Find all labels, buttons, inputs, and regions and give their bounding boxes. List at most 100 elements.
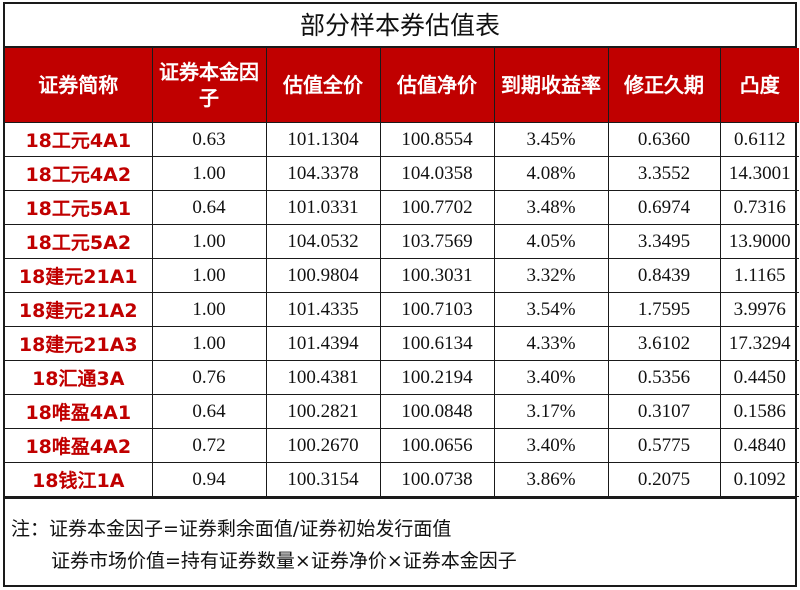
cell-name: 18工元5A1 xyxy=(5,190,153,225)
cell-factor: 1.00 xyxy=(151,156,267,191)
cell-net-price: 100.0738 xyxy=(379,462,495,497)
col-header-duration: 修正久期 xyxy=(607,48,721,123)
cell-ytm: 3.17% xyxy=(493,394,609,429)
valuation-table: 证券简称 证券本金因子 估值全价 估值净价 到期收益率 修正久期 凸度 18工元… xyxy=(5,48,799,497)
cell-factor: 1.00 xyxy=(151,224,267,259)
col-header-net-price: 估值净价 xyxy=(379,48,495,123)
cell-net-price: 100.8554 xyxy=(379,122,495,157)
cell-factor: 0.63 xyxy=(151,122,267,157)
cell-factor: 1.00 xyxy=(151,326,267,361)
col-header-ytm: 到期收益率 xyxy=(493,48,609,123)
cell-duration: 0.3107 xyxy=(607,394,721,429)
note-line-factor: 注：证券本金因子=证券剩余面值/证券初始发行面值 xyxy=(11,518,452,540)
cell-name: 18钱江1A xyxy=(5,462,153,497)
cell-convexity: 0.6112 xyxy=(719,122,799,157)
cell-name: 18唯盈4A2 xyxy=(5,428,153,463)
cell-net-price: 104.0358 xyxy=(379,156,495,191)
cell-ytm: 3.54% xyxy=(493,292,609,327)
cell-full-price: 104.3378 xyxy=(265,156,381,191)
cell-net-price: 100.0848 xyxy=(379,394,495,429)
cell-duration: 0.8439 xyxy=(607,258,721,293)
cell-convexity: 14.3001 xyxy=(719,156,799,191)
cell-full-price: 100.9804 xyxy=(265,258,381,293)
cell-net-price: 100.6134 xyxy=(379,326,495,361)
table-row: 18唯盈4A1 0.64 100.2821 100.0848 3.17% 0.3… xyxy=(5,394,799,429)
cell-net-price: 103.7569 xyxy=(379,224,495,259)
cell-duration: 3.3552 xyxy=(607,156,721,191)
cell-name: 18工元4A1 xyxy=(5,122,153,157)
cell-duration: 0.6974 xyxy=(607,190,721,225)
table-row: 18工元4A2 1.00 104.3378 104.0358 4.08% 3.3… xyxy=(5,156,799,191)
note-line-market-value: 证券市场价值=持有证券数量×证券净价×证券本金因子 xyxy=(51,550,517,572)
cell-name: 18建元21A2 xyxy=(5,292,153,327)
cell-full-price: 100.2821 xyxy=(265,394,381,429)
cell-full-price: 101.1304 xyxy=(265,122,381,157)
col-header-factor: 证券本金因子 xyxy=(151,48,267,123)
header-row: 证券简称 证券本金因子 估值全价 估值净价 到期收益率 修正久期 凸度 xyxy=(5,48,799,123)
cell-ytm: 4.05% xyxy=(493,224,609,259)
cell-factor: 0.76 xyxy=(151,360,267,395)
table-row: 18建元21A1 1.00 100.9804 100.3031 3.32% 0.… xyxy=(5,258,799,293)
col-header-name: 证券简称 xyxy=(5,48,153,123)
table-row: 18工元4A1 0.63 101.1304 100.8554 3.45% 0.6… xyxy=(5,122,799,157)
cell-ytm: 3.48% xyxy=(493,190,609,225)
table-row: 18钱江1A 0.94 100.3154 100.0738 3.86% 0.20… xyxy=(5,462,799,497)
cell-factor: 0.72 xyxy=(151,428,267,463)
cell-name: 18唯盈4A1 xyxy=(5,394,153,429)
notes-section: 注：证券本金因子=证券剩余面值/证券初始发行面值 证券市场价值=持有证券数量×证… xyxy=(5,497,795,577)
table-title: 部分样本券估值表 xyxy=(5,4,795,48)
table-row: 18工元5A1 0.64 101.0331 100.7702 3.48% 0.6… xyxy=(5,190,799,225)
cell-convexity: 0.1586 xyxy=(719,394,799,429)
table-row: 18唯盈4A2 0.72 100.2670 100.0656 3.40% 0.5… xyxy=(5,428,799,463)
cell-factor: 0.64 xyxy=(151,190,267,225)
cell-duration: 0.5356 xyxy=(607,360,721,395)
cell-convexity: 13.9000 xyxy=(719,224,799,259)
cell-factor: 1.00 xyxy=(151,258,267,293)
cell-net-price: 100.7103 xyxy=(379,292,495,327)
cell-ytm: 3.86% xyxy=(493,462,609,497)
table-row: 18建元21A3 1.00 101.4394 100.6134 4.33% 3.… xyxy=(5,326,799,361)
cell-duration: 3.3495 xyxy=(607,224,721,259)
table-row: 18建元21A2 1.00 101.4335 100.7103 3.54% 1.… xyxy=(5,292,799,327)
cell-name: 18汇通3A xyxy=(5,360,153,395)
cell-convexity: 1.1165 xyxy=(719,258,799,293)
cell-net-price: 100.0656 xyxy=(379,428,495,463)
cell-duration: 3.6102 xyxy=(607,326,721,361)
cell-full-price: 100.3154 xyxy=(265,462,381,497)
cell-full-price: 101.4335 xyxy=(265,292,381,327)
cell-ytm: 3.45% xyxy=(493,122,609,157)
cell-name: 18建元21A1 xyxy=(5,258,153,293)
cell-full-price: 104.0532 xyxy=(265,224,381,259)
cell-full-price: 100.4381 xyxy=(265,360,381,395)
cell-convexity: 0.4450 xyxy=(719,360,799,395)
cell-full-price: 100.2670 xyxy=(265,428,381,463)
cell-full-price: 101.4394 xyxy=(265,326,381,361)
cell-factor: 0.64 xyxy=(151,394,267,429)
col-header-convexity: 凸度 xyxy=(719,48,799,123)
cell-factor: 0.94 xyxy=(151,462,267,497)
cell-net-price: 100.7702 xyxy=(379,190,495,225)
cell-convexity: 0.1092 xyxy=(719,462,799,497)
cell-name: 18建元21A3 xyxy=(5,326,153,361)
cell-full-price: 101.0331 xyxy=(265,190,381,225)
cell-ytm: 3.40% xyxy=(493,360,609,395)
cell-duration: 0.5775 xyxy=(607,428,721,463)
cell-ytm: 4.08% xyxy=(493,156,609,191)
cell-duration: 0.2075 xyxy=(607,462,721,497)
cell-ytm: 4.33% xyxy=(493,326,609,361)
valuation-table-sheet: 部分样本券估值表 证券简称 证券本金因子 估值全价 估值净价 到期收益率 修正久… xyxy=(3,2,799,587)
cell-convexity: 0.4840 xyxy=(719,428,799,463)
cell-net-price: 100.3031 xyxy=(379,258,495,293)
cell-factor: 1.00 xyxy=(151,292,267,327)
cell-convexity: 17.3294 xyxy=(719,326,799,361)
cell-convexity: 0.7316 xyxy=(719,190,799,225)
cell-ytm: 3.32% xyxy=(493,258,609,293)
cell-convexity: 3.9976 xyxy=(719,292,799,327)
cell-duration: 1.7595 xyxy=(607,292,721,327)
table-row: 18汇通3A 0.76 100.4381 100.2194 3.40% 0.53… xyxy=(5,360,799,395)
cell-duration: 0.6360 xyxy=(607,122,721,157)
cell-ytm: 3.40% xyxy=(493,428,609,463)
cell-net-price: 100.2194 xyxy=(379,360,495,395)
cell-name: 18工元5A2 xyxy=(5,224,153,259)
cell-name: 18工元4A2 xyxy=(5,156,153,191)
